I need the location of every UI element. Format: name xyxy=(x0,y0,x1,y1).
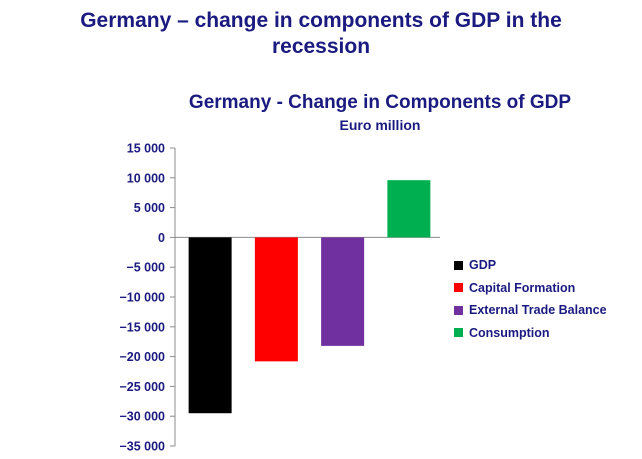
legend-label-consumption: Consumption xyxy=(469,325,550,340)
slide-title-line-2: recession xyxy=(271,35,371,58)
slide-title-line-1: Germany – change in components of GDP in… xyxy=(80,9,562,32)
chart-title: Germany - Change in Components of GDP xyxy=(188,92,572,113)
y-tick-label: 5 000 xyxy=(134,201,165,215)
legend-label-capital-formation: Capital Formation xyxy=(469,280,576,295)
bar-gdp xyxy=(188,237,232,414)
bar-external-trade-balance xyxy=(321,237,365,346)
legend: GDP Capital Formation External Trade Bal… xyxy=(454,254,607,344)
chart-subtitle: Euro million xyxy=(339,117,421,133)
y-tick-label: 0 xyxy=(158,231,165,245)
legend-swatch-external-trade-balance xyxy=(454,305,463,315)
legend-item-consumption: Consumption xyxy=(454,322,607,345)
y-tick-label: −15 000 xyxy=(119,320,165,334)
y-axis: 15 000 10 000 5 000 0 −5 000 −10 000 −15 000 −2… xyxy=(119,142,440,454)
slide-title: Germany – change in components of GDP in… xyxy=(0,8,642,60)
y-tick-label: −30 000 xyxy=(119,410,165,424)
y-tick-label: 10 000 xyxy=(127,171,165,185)
legend-item-external-trade-balance: External Trade Balance xyxy=(454,299,607,322)
legend-swatch-gdp xyxy=(454,260,463,270)
legend-swatch-consumption xyxy=(454,328,463,338)
bar-capital-formation xyxy=(254,237,298,362)
legend-item-gdp: GDP xyxy=(454,254,607,277)
legend-item-capital-formation: Capital Formation xyxy=(454,277,607,300)
y-tick-label: −25 000 xyxy=(119,380,165,394)
legend-label-gdp: GDP xyxy=(469,258,497,273)
legend-swatch-capital-formation xyxy=(454,283,463,293)
y-tick-label: 15 000 xyxy=(127,142,165,156)
y-tick-label: −35 000 xyxy=(119,440,165,454)
bar-consumption xyxy=(387,180,431,238)
y-tick-label: −10 000 xyxy=(119,291,165,305)
y-tick-label: −5 000 xyxy=(126,261,165,275)
y-tick-label: −20 000 xyxy=(119,350,165,364)
legend-label-external-trade-balance: External Trade Balance xyxy=(469,303,607,318)
bars xyxy=(188,180,431,414)
